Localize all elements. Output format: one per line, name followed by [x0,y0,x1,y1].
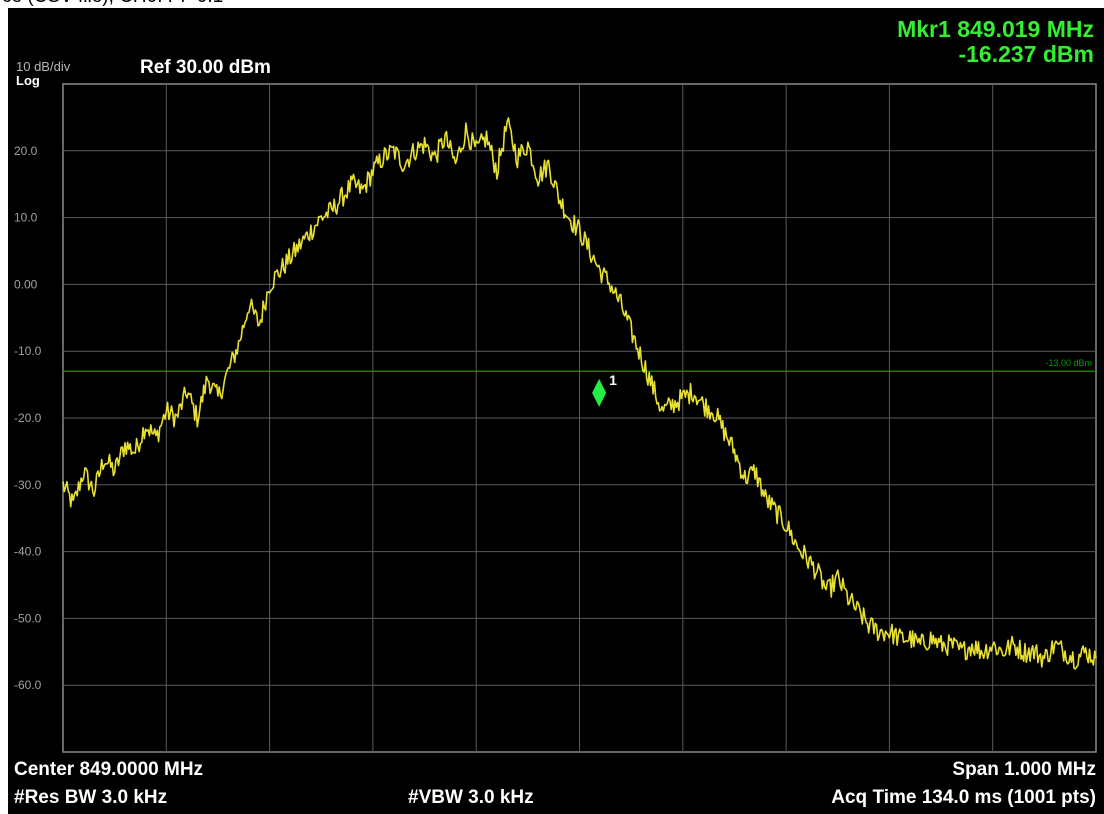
top-caption-strip: ce (CSV file), CH0: Pf=0.1 [0,0,1104,8]
y-tick-label: -50.0 [14,611,42,625]
ref-level: Ref 30.00 dBm [140,57,271,78]
y-tick-label: 0.00 [14,277,38,291]
center-frequency: Center 849.0000 MHz [14,759,204,780]
y-tick-label: 20.0 [14,144,38,158]
scale-label: 10 dB/div [16,59,71,74]
marker-amplitude-readout: -16.237 dBm [958,41,1094,67]
limit-line-label: -13.00 dBm [1045,358,1092,368]
resolution-bandwidth: #Res BW 3.0 kHz [14,787,168,808]
spectrum-plot: 20.0 10.0 0.00 -10.0 -20.0 -30.0 -40.0 -50.0 -60… [14,83,1097,753]
spectrum-trace [62,117,1097,670]
marker-1-diamond [592,378,607,407]
marker-1-number: 1 [609,372,617,388]
y-tick-label: -60.0 [14,678,42,692]
acquisition-time: Acq Time 134.0 ms (1001 pts) [831,787,1096,808]
y-tick-label: -30.0 [14,478,42,492]
video-bandwidth: #VBW 3.0 kHz [408,787,534,808]
top-caption: ce (CSV file), CH0: Pf=0.1 [2,0,223,8]
y-tick-label: 10.0 [14,211,38,225]
y-tick-label: -10.0 [14,344,42,358]
y-tick-label: -20.0 [14,411,42,425]
span: Span 1.000 MHz [952,759,1096,780]
scale-type-label: Log [16,73,40,88]
analyzer-screen: 10 dB/div Log Ref 30.00 dBm Mkr1 849.019… [8,8,1104,814]
marker-frequency-readout: Mkr1 849.019 MHz [897,16,1094,42]
y-tick-label: -40.0 [14,545,42,559]
